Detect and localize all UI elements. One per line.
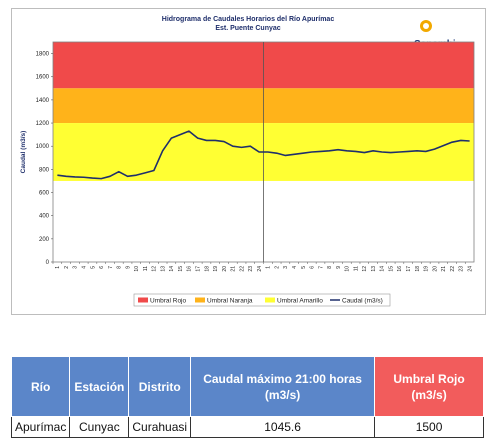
x-tick-label: 15: [178, 266, 184, 272]
x-tick-label: 14: [380, 266, 386, 272]
x-tick-label: 8: [117, 266, 123, 269]
header-distrito: Distrito: [128, 356, 192, 417]
y-tick-label: 0: [46, 260, 50, 266]
x-tick-label: 8: [327, 266, 333, 269]
cell-umbral-rojo: 1500: [374, 416, 484, 438]
x-tick-label: 19: [424, 266, 430, 272]
cell-distrito: Curahuasi: [128, 416, 192, 438]
x-tick-label: 20: [432, 266, 438, 272]
x-tick-label: 21: [441, 266, 447, 272]
y-axis-ticks: 0 200 400 600 800 1000 1200 1400 1600 1800: [36, 52, 53, 266]
legend-label-rojo: Umbral Rojo: [150, 298, 187, 305]
x-tick-label: 11: [143, 266, 149, 271]
x-tick-label: 24: [467, 266, 473, 272]
x-tick-label: 18: [204, 266, 210, 272]
chart-title: Hidrograma de Caudales Horarios del Río …: [162, 16, 335, 23]
x-tick-label: 3: [73, 266, 79, 269]
y-axis-label: Caudal (m3/s): [20, 131, 27, 174]
x-tick-label: 13: [160, 266, 166, 272]
sun-icon-core: [423, 23, 429, 29]
x-tick-label: 17: [406, 266, 412, 272]
legend-swatch-amarillo: [265, 297, 275, 303]
header-caudal-maximo: Caudal máximo 21:00 horas (m3/s): [190, 356, 376, 417]
header-umbral-rojo: Umbral Rojo (m3/s): [374, 356, 484, 417]
x-tick-label: 6: [310, 266, 316, 269]
x-tick-label: 22: [450, 266, 456, 272]
x-tick-label: 1: [266, 266, 272, 269]
legend-label-caudal: Caudal (m3/s): [342, 298, 383, 305]
chart-frame: Hidrograma de Caudales Horarios del Río …: [11, 8, 486, 315]
x-tick-label: 9: [125, 266, 131, 269]
x-tick-label: 5: [301, 266, 307, 269]
x-tick-label: 12: [152, 266, 158, 272]
x-tick-label: 1: [55, 266, 61, 269]
x-tick-label: 23: [248, 266, 254, 272]
y-tick-label: 1800: [36, 52, 50, 58]
y-tick-label: 200: [39, 237, 50, 243]
header-rio: Río: [10, 356, 71, 417]
x-tick-label: 13: [371, 266, 377, 272]
header-estacion: Estación: [69, 356, 130, 417]
x-tick-label: 15: [388, 266, 394, 272]
y-tick-label: 400: [39, 214, 50, 220]
x-tick-label: 9: [336, 266, 342, 269]
x-axis-ticks: 1 2 3 4 5 6 7 8 9 10 11 12 13 14 15 16 17 18 19 20 21 22 23 24 1…: [52, 262, 473, 272]
summary-table: Río Estación Distrito Caudal máximo 21:0…: [10, 356, 484, 438]
x-tick-label: 23: [459, 266, 465, 272]
x-tick-label: 22: [239, 266, 245, 272]
legend-swatch-rojo: [138, 297, 148, 303]
x-tick-label: 16: [397, 266, 403, 272]
y-tick-label: 800: [39, 167, 50, 173]
x-tick-label: 7: [108, 266, 114, 269]
x-tick-label: 19: [213, 266, 219, 272]
x-tick-label: 11: [353, 266, 359, 271]
legend-box: [133, 293, 391, 307]
y-tick-label: 600: [39, 191, 50, 197]
hydrograph-chart: Hidrograma de Caudales Horarios del Río …: [20, 16, 475, 307]
y-tick-label: 1600: [36, 75, 50, 81]
table-row: Apurímac Cunyac Curahuasi 1045.6 1500: [10, 416, 484, 438]
y-tick-label: 1400: [36, 98, 50, 104]
x-tick-label: 2: [274, 266, 280, 269]
x-tick-label: 4: [292, 266, 298, 269]
x-tick-label: 6: [99, 266, 105, 269]
x-tick-label: 5: [90, 266, 96, 269]
x-tick-label: 16: [187, 266, 193, 272]
y-tick-label: 1200: [36, 121, 50, 127]
x-tick-label: 14: [169, 266, 175, 272]
series-layer: [57, 130, 470, 180]
x-tick-label: 24: [257, 266, 263, 272]
x-tick-label: 10: [134, 266, 140, 272]
table-header-row: Río Estación Distrito Caudal máximo 21:0…: [10, 356, 484, 417]
x-tick-label: 10: [345, 266, 351, 272]
x-tick-label: 2: [64, 266, 70, 269]
x-tick-label: 17: [196, 266, 202, 272]
legend: Umbral Rojo Umbral Naranja Umbral Amaril…: [133, 293, 391, 307]
cell-caudal-maximo: 1045.6: [190, 416, 376, 438]
x-tick-label: 20: [222, 266, 228, 272]
series-caudal-line: [57, 130, 470, 180]
x-tick-label: 18: [415, 266, 421, 272]
x-tick-label: 21: [231, 266, 237, 272]
legend-label-amarillo: Umbral Amarillo: [277, 298, 323, 305]
x-tick-label: 4: [81, 266, 87, 269]
x-tick-label: 7: [318, 266, 324, 269]
chart-subtitle: Est. Puente Cunyac: [215, 25, 280, 32]
cell-rio: Apurímac: [10, 416, 71, 438]
cell-estacion: Cunyac: [69, 416, 130, 438]
y-tick-label: 1000: [36, 144, 50, 150]
legend-label-naranja: Umbral Naranja: [207, 298, 253, 305]
x-tick-label: 3: [283, 266, 289, 269]
x-tick-label: 12: [362, 266, 368, 272]
legend-swatch-naranja: [195, 297, 205, 303]
